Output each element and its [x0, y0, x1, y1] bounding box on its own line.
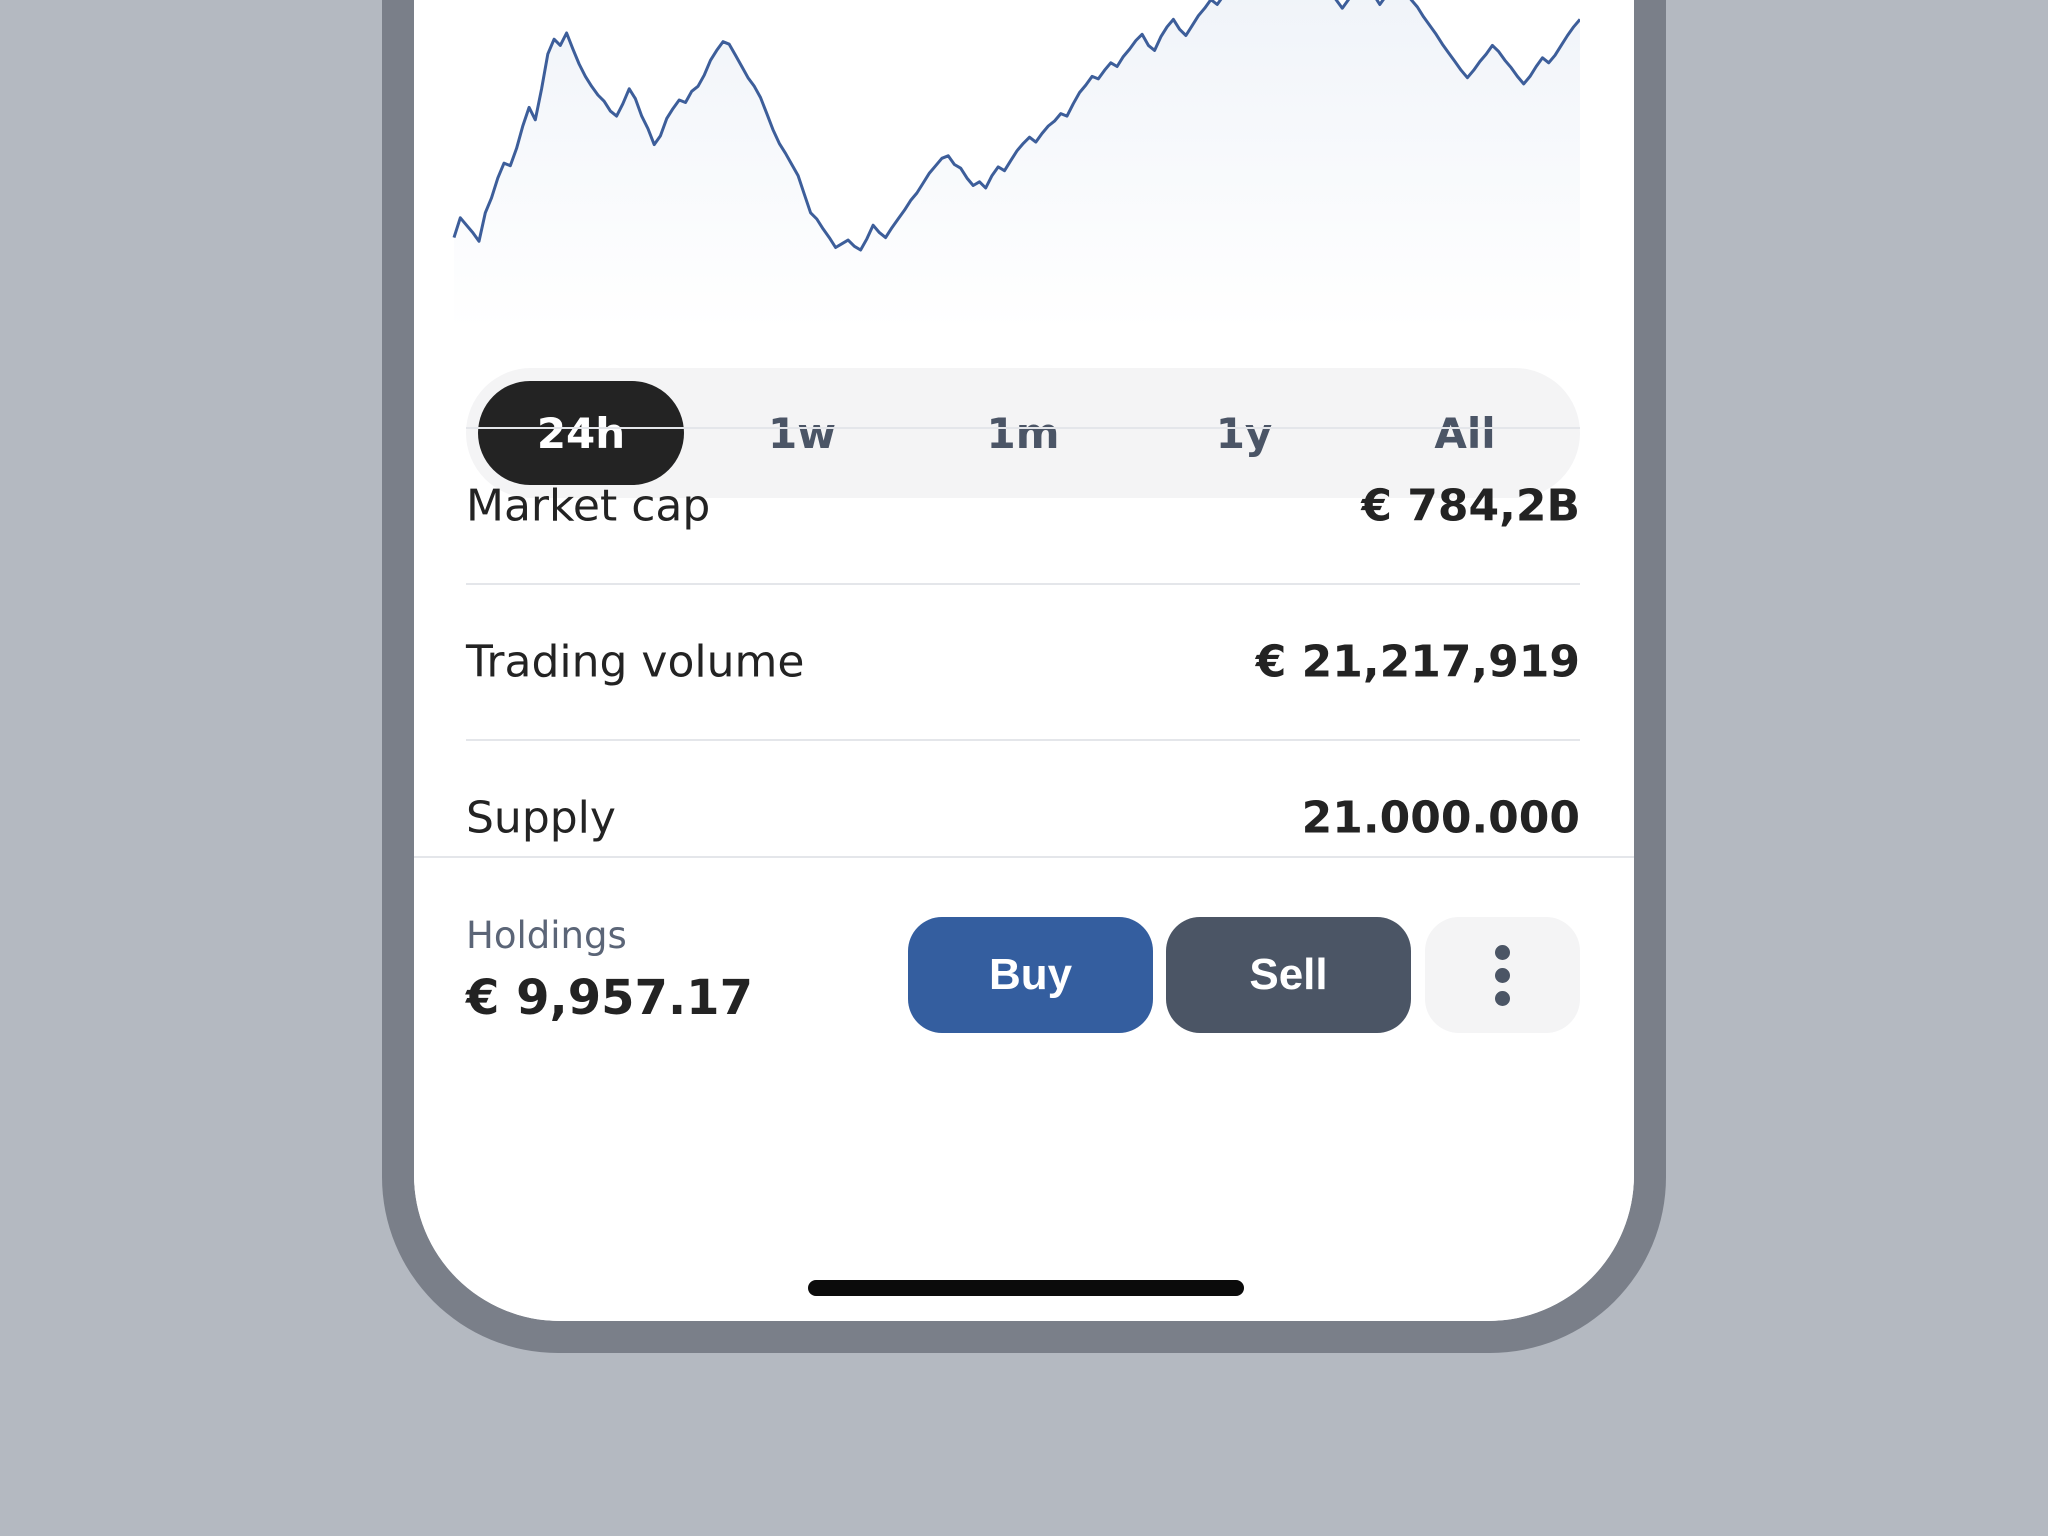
- vertical-ellipsis-icon: [1495, 967, 1510, 983]
- price-chart-svg: [452, 0, 1580, 330]
- home-indicator[interactable]: [808, 1280, 1244, 1296]
- phone-screen: 24h 1w 1m 1y All Market cap € 784,2B Tra…: [414, 0, 1634, 1321]
- bottom-action-bar: Holdings € 9,957.17 Buy Sell: [414, 856, 1634, 1321]
- price-chart[interactable]: [414, 0, 1580, 330]
- stat-row-supply: Supply 21.000.000: [466, 739, 1580, 895]
- buy-button[interactable]: Buy: [908, 917, 1153, 1033]
- holdings-value: € 9,957.17: [466, 970, 753, 1026]
- period-1m[interactable]: 1m: [986, 408, 1060, 458]
- period-1w[interactable]: 1w: [767, 408, 837, 458]
- stat-row-market-cap: Market cap € 784,2B: [466, 427, 1580, 583]
- more-options-button[interactable]: [1425, 917, 1580, 1033]
- stat-value: 21.000.000: [1301, 792, 1580, 844]
- period-24h[interactable]: 24h: [478, 381, 684, 485]
- stat-value: € 784,2B: [1361, 480, 1580, 532]
- vertical-ellipsis-icon: [1495, 944, 1510, 960]
- vertical-ellipsis-icon: [1495, 990, 1510, 1006]
- period-selector: 24h 1w 1m 1y All: [466, 368, 1580, 498]
- stat-label: Trading volume: [466, 636, 805, 688]
- sell-button[interactable]: Sell: [1166, 917, 1411, 1033]
- holdings-label: Holdings: [466, 914, 627, 957]
- stat-value: € 21,217,919: [1255, 636, 1580, 688]
- price-area-fill: [454, 0, 1580, 330]
- price-line: [452, 0, 1580, 252]
- period-1y[interactable]: 1y: [1215, 408, 1273, 458]
- stat-label: Market cap: [466, 480, 711, 532]
- period-all[interactable]: All: [1434, 408, 1496, 458]
- stat-label: Supply: [466, 792, 616, 844]
- stat-row-trading-volume: Trading volume € 21,217,919: [466, 583, 1580, 739]
